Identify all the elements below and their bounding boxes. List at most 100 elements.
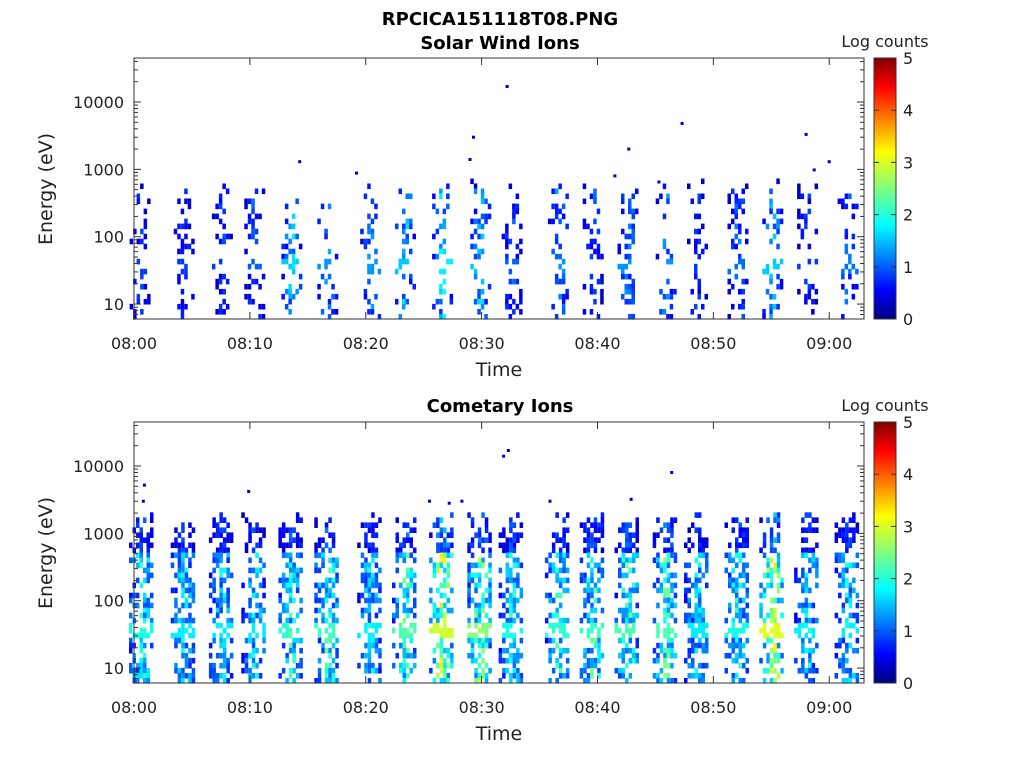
heatmap-cell xyxy=(191,592,196,599)
heatmap-cell xyxy=(251,258,255,265)
heatmap-cell xyxy=(439,314,443,320)
heatmap-cell xyxy=(855,562,860,569)
heatmap-cell xyxy=(212,517,216,523)
heatmap-cell xyxy=(841,577,846,584)
heatmap-cell xyxy=(331,642,336,649)
heatmap-cell xyxy=(129,542,133,549)
heatmap-cell xyxy=(174,642,178,649)
heatmap-cell xyxy=(177,627,182,634)
heatmap-cell xyxy=(477,309,481,315)
heatmap-cell xyxy=(413,557,417,564)
heatmap-cell xyxy=(219,607,223,614)
heatmap-cell xyxy=(146,678,150,684)
heatmap-cell xyxy=(181,527,185,533)
heatmap-cell xyxy=(281,527,286,533)
heatmap-cell xyxy=(684,572,688,579)
heatmap-cell xyxy=(222,567,227,574)
heatmap-cell xyxy=(701,547,705,554)
heatmap-cell xyxy=(255,542,259,549)
heatmap-cell xyxy=(435,253,440,260)
heatmap-cell xyxy=(848,602,853,609)
heatmap-cell xyxy=(402,542,406,549)
heatmap-cell xyxy=(474,582,478,589)
heatmap-cell xyxy=(624,243,628,250)
heatmap-cell xyxy=(439,662,444,669)
heatmap-cell xyxy=(446,562,451,569)
heatmap-cell xyxy=(181,582,185,589)
heatmap-cell xyxy=(285,657,289,664)
heatmap-cell xyxy=(519,309,523,315)
heatmap-cell xyxy=(218,238,223,245)
heatmap-cell xyxy=(772,213,777,220)
heatmap-cell xyxy=(181,577,185,584)
heatmap-cell xyxy=(364,542,368,549)
heatmap-cell xyxy=(776,582,781,589)
heatmap-cell xyxy=(321,602,325,609)
heatmap-cell xyxy=(759,547,763,554)
heatmap-cell xyxy=(208,572,213,579)
heatmap-cell xyxy=(731,617,735,624)
heatmap-cell xyxy=(593,517,598,523)
heatmap-cell xyxy=(191,238,195,245)
heatmap-cell xyxy=(143,223,148,230)
heatmap-cell xyxy=(498,652,503,659)
heatmap-cell xyxy=(184,552,189,559)
heatmap-cell xyxy=(467,567,471,574)
heatmap-cell xyxy=(278,627,282,634)
heatmap-cell xyxy=(244,283,248,290)
heatmap-cell xyxy=(262,607,266,614)
heatmap-cell xyxy=(586,577,591,584)
heatmap-cell xyxy=(188,577,192,584)
heatmap-cell xyxy=(335,557,339,564)
heatmap-cell xyxy=(565,542,570,549)
heatmap-cell xyxy=(562,537,566,543)
heatmap-cell xyxy=(363,238,368,245)
heatmap-cell xyxy=(558,547,563,554)
heatmap-cell xyxy=(625,532,629,538)
heatmap-cell xyxy=(772,303,777,310)
heatmap-cell xyxy=(745,612,749,619)
heatmap-cell xyxy=(765,288,770,295)
heatmap-cell xyxy=(474,632,478,639)
scatter-count-point xyxy=(627,147,631,151)
heatmap-cell xyxy=(295,552,300,559)
heatmap-cell xyxy=(331,562,336,569)
heatmap-cell xyxy=(666,678,671,684)
heatmap-cell xyxy=(848,642,853,649)
heatmap-cell xyxy=(140,309,144,315)
heatmap-cell xyxy=(281,632,286,639)
heatmap-cell xyxy=(477,223,481,230)
heatmap-cell xyxy=(794,577,798,584)
heatmap-cell xyxy=(140,268,144,275)
heatmap-cell xyxy=(288,562,293,569)
heatmap-cell xyxy=(838,557,842,564)
heatmap-cell xyxy=(735,562,739,569)
heatmap-cell xyxy=(251,642,256,649)
heatmap-cell xyxy=(439,627,444,634)
heatmap-cell xyxy=(413,527,417,533)
heatmap-cell xyxy=(432,627,437,634)
heatmap-cell xyxy=(212,567,216,574)
heatmap-cell xyxy=(762,314,766,320)
heatmap-cell xyxy=(519,532,524,538)
heatmap-cell xyxy=(600,522,605,528)
heatmap-cell xyxy=(731,657,735,664)
heatmap-cell xyxy=(324,542,329,549)
heatmap-cell xyxy=(177,542,182,549)
heatmap-cell xyxy=(544,617,549,624)
heatmap-cell xyxy=(600,273,604,280)
heatmap-cell xyxy=(845,542,849,549)
heatmap-cell xyxy=(669,303,674,310)
heatmap-cell xyxy=(502,637,506,644)
heatmap-cell xyxy=(244,203,248,210)
heatmap-cell xyxy=(484,678,489,684)
heatmap-cell xyxy=(364,627,368,634)
heatmap-cell xyxy=(288,673,293,679)
heatmap-cell xyxy=(258,617,263,624)
heatmap-cell xyxy=(673,678,678,684)
heatmap-cell xyxy=(184,243,188,250)
heatmap-cell xyxy=(590,622,594,629)
heatmap-cell xyxy=(735,582,739,589)
heatmap-cell xyxy=(321,582,325,589)
heatmap-cell xyxy=(628,208,632,215)
